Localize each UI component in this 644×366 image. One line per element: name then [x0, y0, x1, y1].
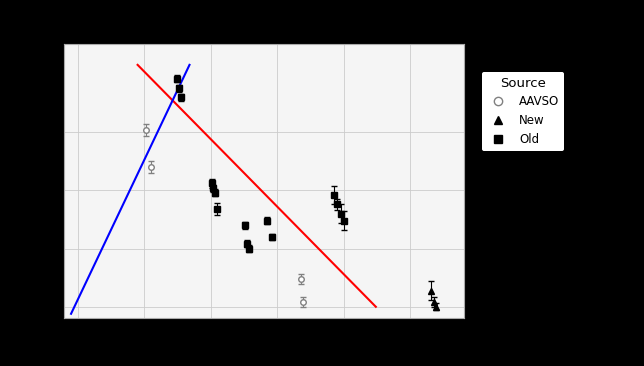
- Y-axis label: Pulse Period (day): Pulse Period (day): [0, 119, 8, 244]
- Title: Pulse Period Acceleration/Deacceleration: Pulse Period Acceleration/Deacceleration: [107, 23, 421, 38]
- X-axis label: Time (day): Time (day): [227, 347, 301, 361]
- Legend: AAVSO, New, Old: AAVSO, New, Old: [482, 72, 564, 151]
